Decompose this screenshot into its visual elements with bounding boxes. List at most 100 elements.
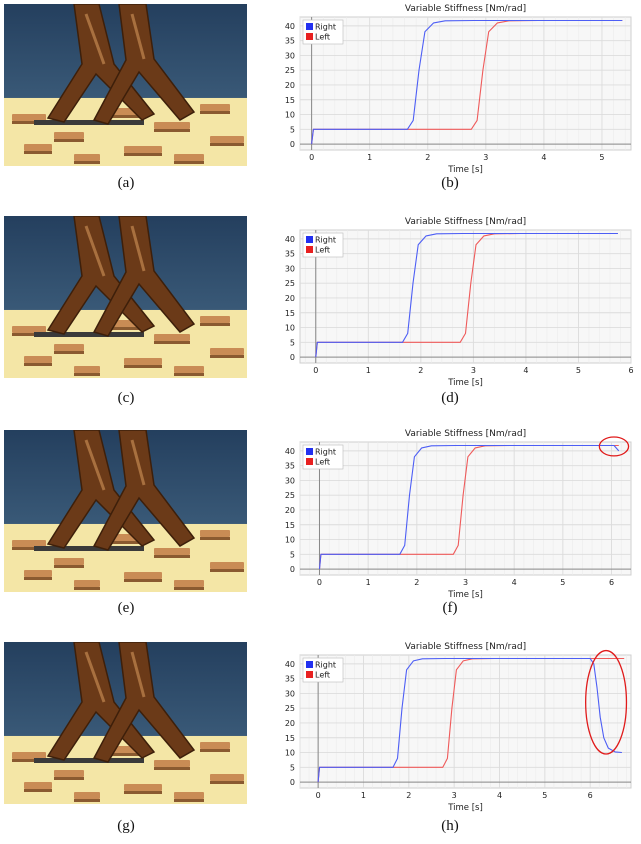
legend-swatch	[306, 246, 313, 253]
robot-photo	[4, 430, 247, 592]
terrain-block	[12, 114, 46, 121]
terrain-shadow	[24, 789, 52, 792]
x-tick-label: 3	[483, 153, 488, 162]
terrain-block	[74, 154, 100, 161]
robot-foot	[34, 546, 144, 551]
terrain-shadow	[154, 129, 190, 132]
y-tick-label: 5	[290, 763, 295, 772]
terrain-shadow	[12, 759, 46, 762]
y-tick-label: 15	[285, 96, 295, 105]
terrain-block	[174, 154, 204, 161]
series-line-right	[317, 657, 622, 783]
robot-leg	[92, 430, 196, 551]
legend-label: Left	[315, 246, 330, 255]
terrain-block	[24, 144, 52, 151]
terrain-shadow	[124, 579, 162, 582]
x-tick-label: 2	[406, 791, 411, 800]
caption-c: (c)	[117, 390, 135, 406]
y-tick-label: 30	[285, 51, 295, 60]
x-tick-label: 2	[418, 366, 423, 375]
terrain-block	[154, 548, 190, 555]
terrain-block	[12, 752, 46, 759]
chart-title: Variable Stiffness [Nm/rad]	[405, 642, 526, 652]
chart-svg: Variable Stiffness [Nm/rad] 0 1 2 3 4 5 6 0 5 10 15…	[285, 642, 632, 813]
y-tick-label: 35	[285, 462, 295, 471]
terrain-shadow	[12, 333, 46, 336]
legend-swatch	[306, 448, 313, 455]
caption-e: (e)	[117, 600, 135, 616]
caption-h: (h)	[441, 818, 459, 834]
terrain-shadow	[74, 799, 100, 802]
y-tick-label: 20	[285, 506, 295, 515]
terrain-shadow	[54, 565, 84, 568]
leg-highlight	[130, 225, 146, 272]
legend-swatch	[306, 671, 313, 678]
terrain-block	[154, 760, 190, 767]
leg-highlight	[130, 651, 146, 698]
terrain-shadow	[174, 587, 204, 590]
y-tick-label: 30	[285, 689, 295, 698]
y-tick-label: 20	[285, 719, 295, 728]
terrain-block	[210, 348, 244, 355]
y-tick-label: 15	[285, 734, 295, 743]
terrain-shadow	[24, 363, 52, 366]
y-tick-label: 0	[290, 778, 295, 787]
caption-f: (f)	[442, 600, 458, 616]
x-tick-label: 6	[628, 366, 633, 375]
series-line-right	[318, 444, 620, 570]
x-tick-label: 4	[497, 791, 502, 800]
y-tick-label: 10	[285, 324, 295, 333]
terrain-shadow	[100, 753, 140, 756]
terrain-block	[24, 356, 52, 363]
terrain-block	[74, 580, 100, 587]
terrain-block	[54, 132, 84, 139]
caption-b: (b)	[441, 175, 459, 191]
caption-g: (g)	[117, 818, 135, 834]
y-tick-label: 25	[285, 491, 295, 500]
leg-highlight	[84, 651, 106, 703]
terrain-shadow	[74, 373, 100, 376]
terrain-block	[124, 784, 162, 791]
x-tick-label: 5	[560, 578, 565, 587]
terrain-block	[174, 792, 204, 799]
terrain-shadow	[200, 537, 230, 540]
terrain-block	[200, 530, 230, 537]
terrain-shadow	[210, 569, 244, 572]
x-tick-label: 3	[463, 578, 468, 587]
robot-foot	[34, 120, 144, 125]
robot-photo	[4, 642, 247, 804]
terrain-block	[24, 782, 52, 789]
x-tick-label: 2	[425, 153, 430, 162]
terrain-block	[210, 136, 244, 143]
y-tick-label: 20	[285, 294, 295, 303]
x-tick-label: 5	[576, 366, 581, 375]
robot-leg	[92, 642, 196, 763]
terrain-block	[24, 570, 52, 577]
terrain-shadow	[12, 121, 46, 124]
scene-image	[4, 430, 247, 592]
y-tick-label: 0	[290, 140, 295, 149]
terrain-shadow	[54, 351, 84, 354]
y-tick-label: 40	[285, 22, 295, 31]
terrain-shadow	[200, 323, 230, 326]
y-tick-label: 25	[285, 704, 295, 713]
terrain-block	[74, 792, 100, 799]
x-tick-label: 0	[309, 153, 314, 162]
terrain-shadow	[24, 577, 52, 580]
terrain-block	[124, 572, 162, 579]
caption-d: (d)	[441, 390, 459, 406]
terrain-block	[174, 366, 204, 373]
series-line-right	[311, 19, 623, 145]
x-tick-label: 3	[471, 366, 476, 375]
robot-leg	[92, 4, 196, 125]
y-tick-label: 5	[290, 550, 295, 559]
y-tick-label: 10	[285, 749, 295, 758]
x-tick-label: 4	[512, 578, 517, 587]
legend-label: Left	[315, 458, 330, 467]
y-tick-label: 20	[285, 81, 295, 90]
terrain-shadow	[54, 777, 84, 780]
chart-svg: Variable Stiffness [Nm/rad] 0 1 2 3 4 5 6 0 5 10 15…	[285, 217, 634, 388]
